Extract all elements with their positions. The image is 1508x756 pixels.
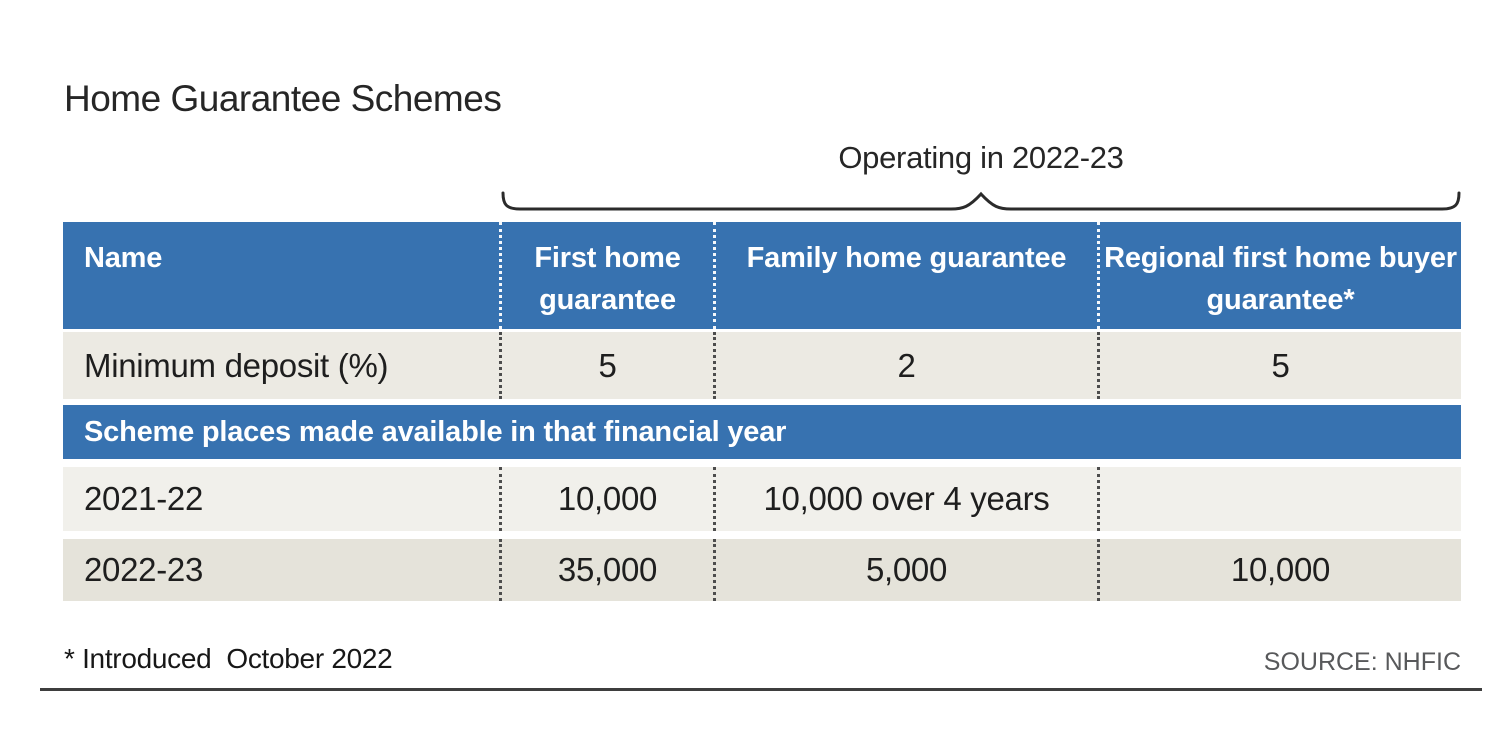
- table-row-2021-22: 2021-22 10,000 10,000 over 4 years: [63, 467, 1461, 531]
- cell-value: 5,000: [713, 539, 1097, 601]
- cell-value: 5: [499, 332, 713, 399]
- brace-label: Operating in 2022-23: [838, 140, 1124, 175]
- bottom-rule: [40, 688, 1482, 691]
- row-label: 2022-23: [84, 551, 204, 588]
- cell-value: 2: [713, 332, 1097, 399]
- cell-value: 35,000: [499, 539, 713, 601]
- header-cell-family-home: Family home guarantee: [713, 222, 1097, 329]
- cell-value: 10,000: [1097, 539, 1461, 601]
- source-credit: SOURCE: NHFIC: [1263, 648, 1461, 676]
- table-row-minimum-deposit: Minimum deposit (%) 5 2 5: [63, 332, 1461, 399]
- header-cell-regional: Regional first home buyer guarantee*: [1097, 222, 1461, 329]
- footnote: * Introduced October 2022: [64, 643, 393, 674]
- header-cell-first-home: First home guarantee: [499, 222, 713, 329]
- section-header-band: Scheme places made available in that fin…: [63, 405, 1461, 459]
- table-header-row: Name First home guarantee Family home gu…: [63, 222, 1461, 329]
- curly-brace: [501, 191, 1461, 211]
- cell-value: 10,000: [499, 467, 713, 531]
- page-title: Home Guarantee Schemes: [64, 78, 502, 119]
- cell-value: [1097, 467, 1461, 531]
- table-row-2022-23: 2022-23 35,000 5,000 10,000: [63, 539, 1461, 601]
- row-label: 2021-22: [84, 480, 204, 517]
- row-label: Minimum deposit (%): [84, 346, 389, 384]
- cell-value: 10,000 over 4 years: [713, 467, 1097, 531]
- header-cell-name: Name: [84, 242, 163, 274]
- cell-value: 5: [1097, 332, 1461, 399]
